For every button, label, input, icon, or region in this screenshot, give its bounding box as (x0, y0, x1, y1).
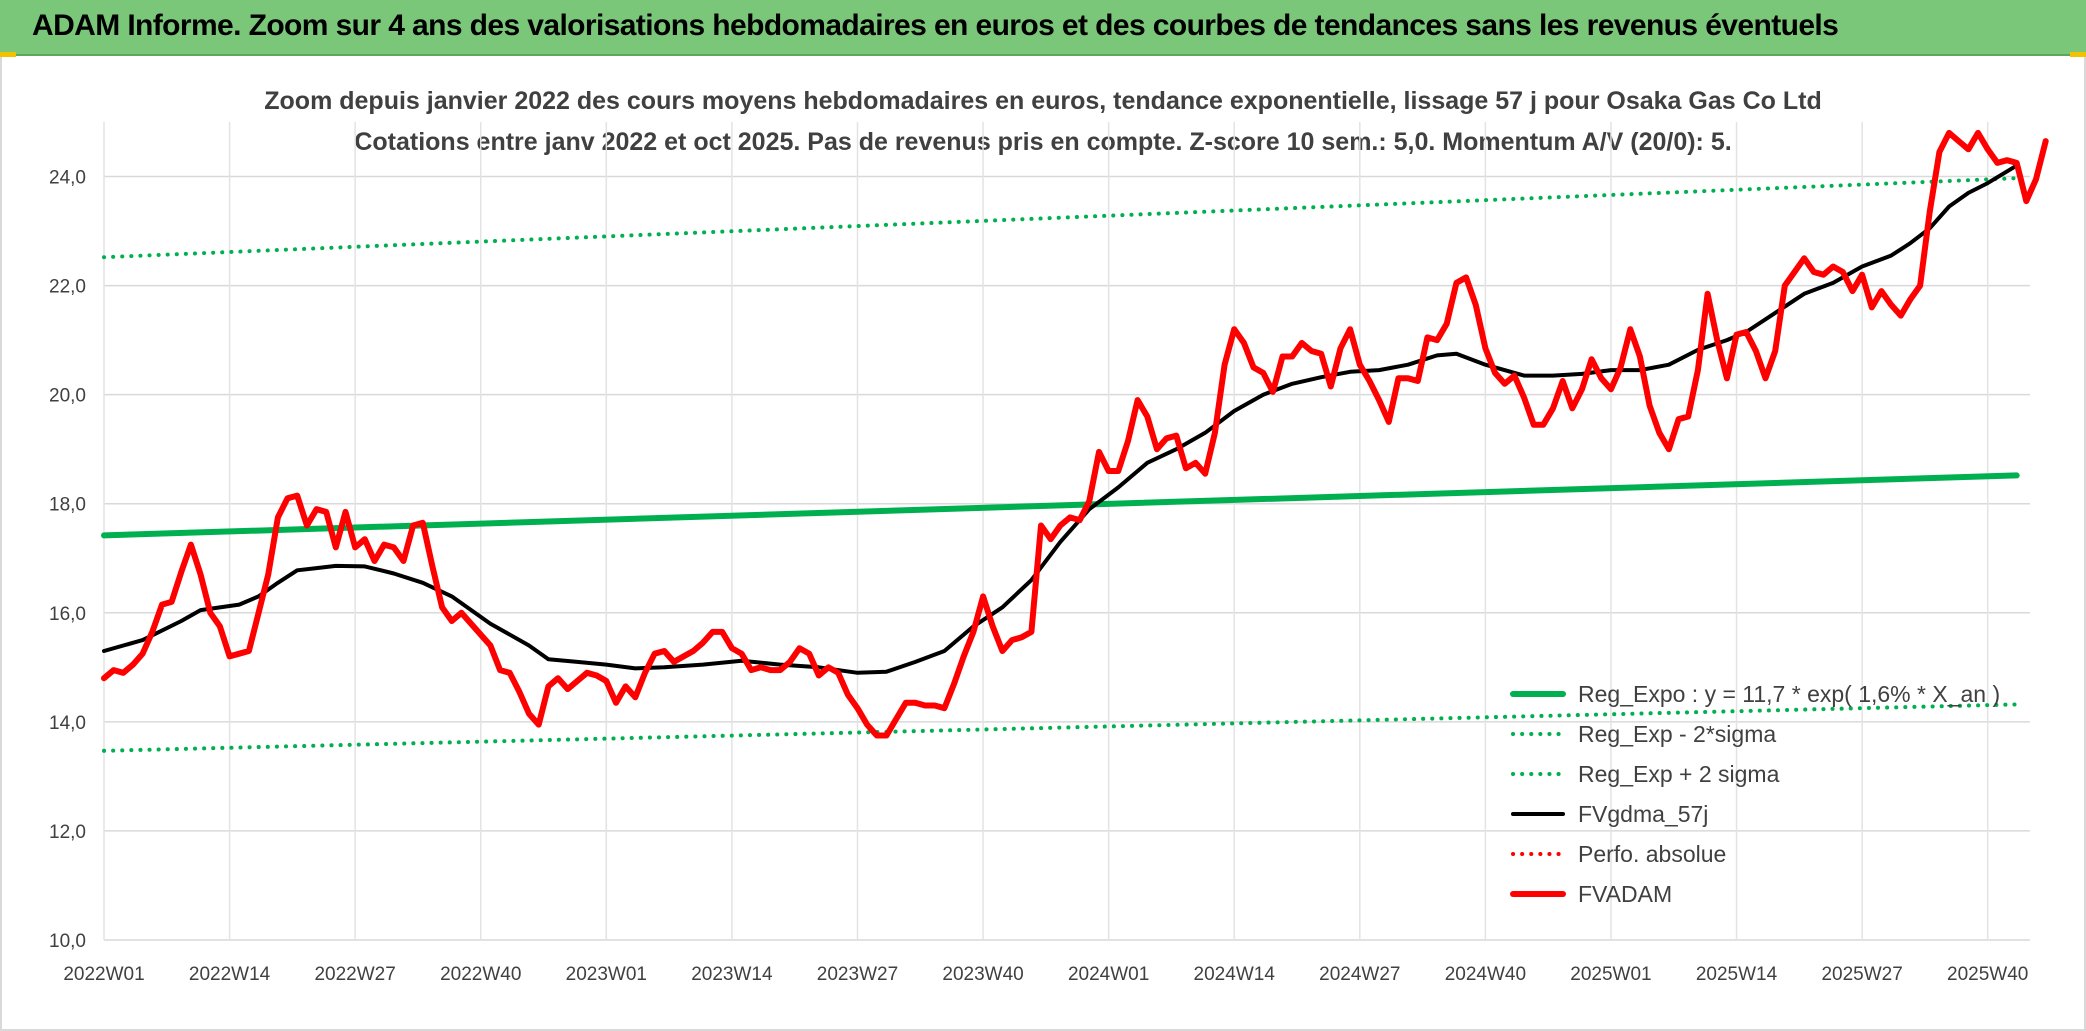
series-line-3 (102, 163, 2019, 675)
x-tick-label: 2025W01 (1570, 964, 1651, 985)
x-tick-label: 2022W14 (189, 964, 271, 985)
y-tick-label: 16,0 (49, 604, 86, 625)
series-lines (101, 129, 2049, 753)
legend-label: Perfo. absolue (1578, 841, 1726, 867)
gridlines (103, 122, 2030, 941)
legend-label: Reg_Exp + 2 sigma (1578, 761, 1780, 787)
x-tick-label: 2025W40 (1947, 964, 2028, 985)
y-tick-label: 14,0 (49, 713, 86, 734)
series-line-1 (102, 702, 2019, 753)
x-tick-label: 2024W14 (1194, 964, 1276, 985)
report-header: ADAM Informe. Zoom sur 4 ans des valoris… (0, 0, 2086, 56)
x-tick-label: 2022W40 (440, 964, 521, 985)
y-tick-label: 18,0 (49, 495, 86, 516)
x-tick-label: 2023W14 (691, 964, 773, 985)
legend-label: Reg_Exp - 2*sigma (1578, 721, 1776, 747)
x-tick-label: 2024W40 (1445, 964, 1526, 985)
x-tick-label: 2023W40 (942, 964, 1023, 985)
report-title: ADAM Informe. Zoom sur 4 ans des valoris… (32, 9, 1839, 42)
legend: Reg_Expo : y = 11,7 * exp( 1,6% * X_an )… (1510, 681, 2000, 907)
x-tick-label: 2022W01 (63, 964, 144, 985)
legend-label: FVgdma_57j (1578, 801, 1708, 827)
y-tick-label: 20,0 (49, 386, 86, 407)
x-tick-label: 2025W14 (1696, 964, 1778, 985)
x-tick-label: 2022W27 (314, 964, 395, 985)
x-tick-label: 2024W01 (1068, 964, 1149, 985)
y-tick-label: 24,0 (49, 168, 86, 189)
header-accent-right (2070, 52, 2086, 57)
x-tick-label: 2023W01 (566, 964, 647, 985)
x-tick-label: 2023W27 (817, 964, 898, 985)
chart-subtitle: Cotations entre janv 2022 et oct 2025. P… (354, 128, 1731, 156)
x-axis: 2022W01 2022W14 2022W27 2022W40 2023W01 2023W… (63, 964, 2028, 985)
legend-label: Reg_Expo : y = 11,7 * exp( 1,6% * X_an ) (1578, 681, 2000, 707)
legend-label: FVADAM (1578, 881, 1672, 907)
chart-title: Zoom depuis janvier 2022 des cours moyen… (264, 87, 1821, 115)
y-tick-label: 22,0 (49, 277, 86, 298)
y-tick-label: 12,0 (49, 822, 86, 843)
y-tick-label: 10,0 (49, 931, 86, 952)
x-tick-label: 2025W27 (1821, 964, 1902, 985)
series-line-5 (101, 129, 2049, 739)
series-line-2 (102, 176, 2019, 260)
x-tick-label: 2024W27 (1319, 964, 1400, 985)
header-accent-left (0, 52, 16, 57)
y-axis: 10,0 12,0 14,0 16,0 18,0 20,0 22,0 24,0 (49, 168, 86, 952)
